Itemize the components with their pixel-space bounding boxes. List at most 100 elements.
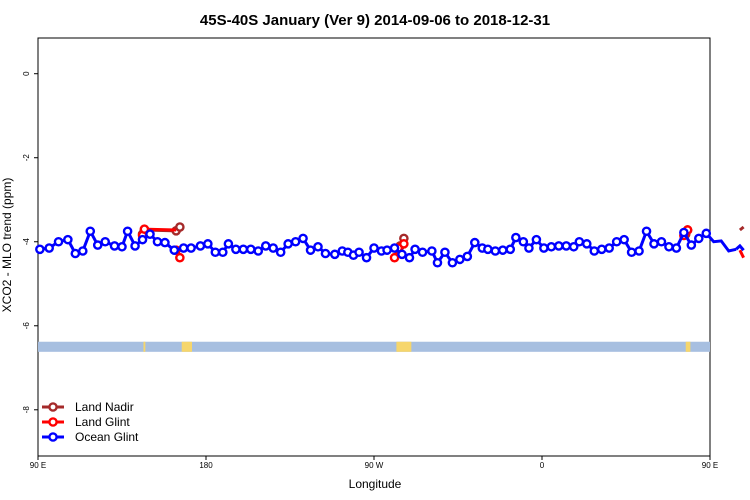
ocean-glint-point	[619, 234, 629, 245]
ocean-glint-line	[735, 243, 745, 252]
ocean-glint-point	[596, 244, 607, 255]
ocean-glint-point	[531, 234, 542, 245]
ocean-glint-point	[100, 236, 110, 247]
x-axis: 90 E 180 90 W 0 90 E	[30, 456, 718, 470]
ocean-glint-point	[329, 249, 340, 260]
ocean-glint-point	[440, 247, 450, 258]
ocean-glint-point	[462, 251, 473, 262]
ocean-glint-point	[268, 243, 279, 253]
ocean-glint-point	[382, 245, 392, 255]
ocean-glint-point	[604, 243, 615, 253]
ocean-glint-point	[44, 243, 55, 253]
ocean-glint-point	[568, 241, 579, 252]
chart-title: 45S-40S January (Ver 9) 2014-09-06 to 20…	[200, 12, 550, 29]
ocean-glint-point	[217, 247, 228, 258]
ocean-glint-point	[92, 240, 103, 250]
land-glint-point	[399, 239, 409, 249]
x-tick-label: 90 E	[702, 461, 718, 470]
ocean-glint-point	[186, 243, 196, 253]
legend-swatch-marker	[48, 432, 58, 442]
ocean-glint-point	[611, 236, 622, 247]
ocean-glint-point	[145, 229, 155, 239]
x-tick-label: 0	[540, 461, 545, 470]
ocean-band	[38, 341, 710, 352]
ocean-glint-point	[245, 244, 256, 255]
x-tick-label: 90 E	[30, 461, 46, 470]
ocean-glint-point	[195, 241, 206, 251]
land-glint-point	[175, 252, 185, 263]
ocean-glint-point	[397, 249, 407, 260]
ocean-glint-point	[671, 243, 682, 253]
ocean-glint-point	[455, 254, 465, 265]
legend-item: Land Glint	[42, 415, 130, 429]
ocean-glint-point	[283, 239, 293, 249]
ocean-glint-point	[78, 246, 88, 256]
land-nadir-point	[175, 222, 185, 232]
ocean-glint-point	[63, 234, 73, 245]
ocean-glint-point	[641, 226, 652, 237]
ocean-glint-point	[160, 237, 170, 248]
ocean-glint-point	[223, 239, 234, 249]
ocean-glint-point	[634, 246, 644, 256]
ocean-glint-point	[169, 245, 180, 255]
ocean-glint-point	[574, 236, 585, 247]
land-segment	[685, 341, 691, 352]
ocean-glint-point	[298, 233, 308, 244]
ocean-glint-point	[656, 236, 667, 247]
land-glint-line	[738, 249, 745, 259]
ocean-glint-point	[490, 246, 501, 256]
ocean-glint-point	[203, 239, 213, 249]
ocean-glint-point	[404, 252, 415, 263]
ocean-glint-point	[290, 236, 301, 247]
ocean-glint-point	[369, 243, 379, 253]
ocean-glint-point	[35, 244, 45, 255]
legend-swatch-marker	[48, 417, 58, 427]
x-axis-label: Longitude	[349, 477, 402, 491]
ocean-glint-point	[546, 241, 557, 252]
ocean-glint-point	[137, 234, 148, 245]
y-tick-label: 0	[22, 71, 31, 76]
ocean-glint-point	[469, 237, 480, 248]
ocean-glint-point	[122, 226, 133, 237]
ocean-glint-point	[664, 241, 674, 252]
ocean-glint-point	[109, 241, 120, 251]
y-axis: 0 -2 -4 -6 -8	[22, 71, 38, 413]
ocean-glint-series	[35, 226, 745, 268]
ocean-glint-point	[554, 241, 564, 251]
y-axis-label: XCO2 - MLO trend (ppm)	[0, 178, 14, 313]
ocean-glint-point	[313, 241, 323, 252]
ocean-glint-point	[85, 226, 96, 237]
legend-label: Land Nadir	[75, 400, 134, 414]
ocean-glint-point	[210, 247, 221, 258]
ocean-glint-point	[231, 244, 241, 255]
ocean-glint-point	[626, 247, 637, 258]
x-tick-label: 180	[199, 461, 213, 470]
ocean-glint-point	[305, 245, 316, 255]
ocean-glint-point	[238, 244, 249, 255]
ocean-glint-point	[686, 240, 697, 250]
ocean-glint-point	[511, 232, 521, 243]
legend-label: Land Glint	[75, 415, 130, 429]
series-layer	[35, 222, 745, 268]
land-segment	[181, 341, 192, 352]
ocean-glint-point	[447, 257, 458, 268]
x-tick-label: 90 W	[365, 461, 384, 470]
ocean-glint-point	[589, 246, 600, 256]
ocean-glint-point	[561, 241, 572, 251]
land-segment	[396, 341, 412, 352]
y-tick-label: -8	[22, 406, 31, 414]
ocean-glint-point	[117, 241, 127, 252]
y-tick-label: -6	[22, 322, 31, 330]
ocean-glint-point	[483, 244, 493, 255]
ocean-glint-point	[70, 248, 81, 259]
legend-item: Ocean Glint	[42, 430, 139, 444]
ocean-glint-point	[427, 246, 437, 256]
ocean-glint-point	[361, 252, 372, 263]
legend-label: Ocean Glint	[75, 430, 139, 444]
y-tick-label: -2	[22, 154, 31, 162]
ocean-glint-point	[253, 246, 264, 256]
y-tick-label: -4	[22, 238, 31, 246]
ocean-glint-point	[320, 248, 331, 259]
